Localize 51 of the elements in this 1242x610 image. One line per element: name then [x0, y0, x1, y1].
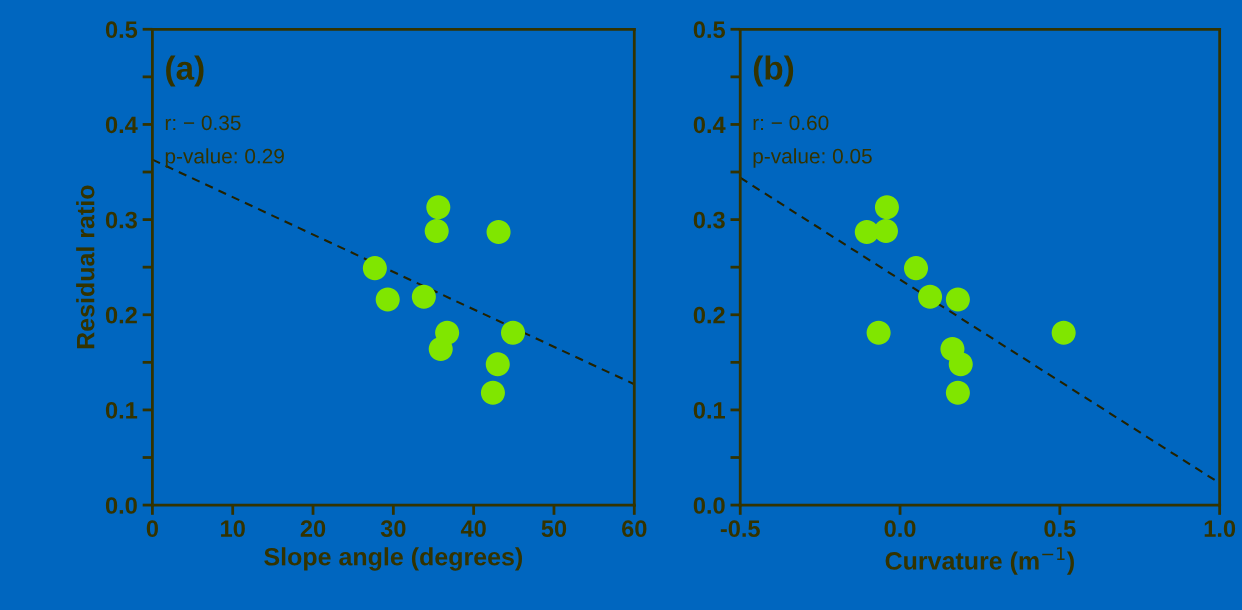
- x-tick-label: 50: [541, 520, 567, 538]
- y-tick-label: 0.4: [693, 116, 726, 134]
- y-tick-label: 0.5: [105, 21, 138, 39]
- y-tick-label: 0.1: [693, 401, 725, 419]
- point: [874, 195, 899, 220]
- x-axis-title: Curvature (m$^{−1}$): [885, 547, 1074, 575]
- point: [866, 320, 891, 345]
- y-tick-label: 0.3: [105, 211, 137, 229]
- annotation: r: − 0.35: [165, 115, 241, 131]
- point: [1051, 320, 1076, 345]
- x-tick-label: -0.5: [720, 520, 760, 538]
- y-tick-label: 0.0: [693, 497, 725, 514]
- x-tick-label: 1.0: [1204, 520, 1236, 538]
- point: [500, 320, 526, 345]
- point: [480, 380, 505, 405]
- annotation: p-value: 0.05: [753, 148, 872, 168]
- point: [903, 256, 929, 281]
- point: [945, 287, 970, 312]
- x-tick-label: 40: [460, 520, 486, 538]
- point: [918, 284, 943, 309]
- y-tick-label: 0.4: [105, 116, 138, 134]
- point: [486, 219, 511, 244]
- y-tick-label: 0.2: [693, 306, 725, 324]
- x-tick-label: 0.0: [884, 520, 916, 538]
- annotation: p-value: 0.29: [165, 148, 284, 168]
- x-tick-label: 30: [380, 520, 406, 538]
- y-tick-label: 0.3: [693, 211, 725, 229]
- point: [411, 284, 436, 309]
- point: [485, 352, 510, 377]
- y-tick-label: 0.5: [693, 21, 725, 39]
- x-tick-label: 0: [146, 520, 158, 538]
- x-tick-label: 60: [622, 520, 647, 538]
- annotation: r: − 0.60: [753, 115, 829, 131]
- point: [428, 336, 453, 362]
- point: [854, 219, 879, 244]
- y-tick-label: 0.1: [105, 401, 138, 419]
- y-tick-label: 0.0: [105, 497, 137, 514]
- y-tick-label: 0.2: [105, 306, 137, 324]
- x-axis-title: Slope angle (degrees): [264, 547, 522, 571]
- point: [424, 218, 449, 244]
- y-axis-title: Residual ratio: [76, 185, 95, 349]
- point: [362, 256, 387, 281]
- point: [945, 380, 970, 405]
- point: [948, 352, 973, 377]
- x-tick-label: 20: [300, 520, 326, 538]
- point: [426, 195, 451, 220]
- point: [375, 287, 400, 312]
- annotation: (a): [166, 55, 204, 87]
- x-tick-label: 10: [221, 520, 245, 538]
- annotation: (b): [753, 55, 794, 87]
- x-tick-label: 0.5: [1044, 520, 1076, 538]
